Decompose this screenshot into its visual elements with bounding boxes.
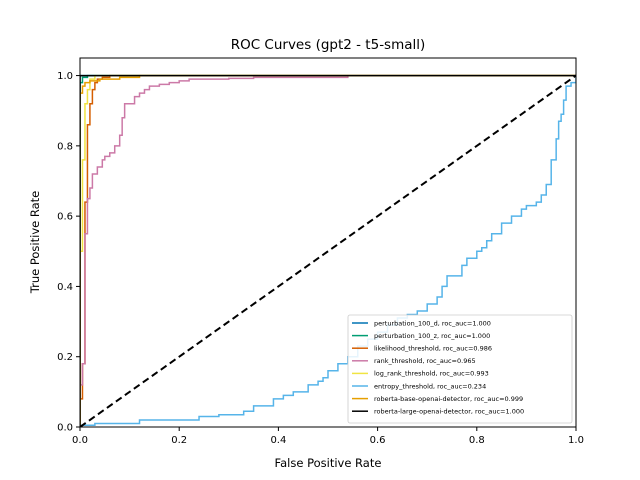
legend-box xyxy=(347,314,573,424)
series-line-6 xyxy=(80,74,576,427)
diagonal-reference-line xyxy=(80,74,576,427)
x-tick-label: 0.4 xyxy=(270,435,286,446)
legend-label: perturbation_100_d, roc_auc=1.000 xyxy=(374,319,491,327)
chart-title: ROC Curves (gpt2 - t5-small) xyxy=(231,37,426,53)
y-tick-label: 0.2 xyxy=(57,352,73,363)
x-tick-label: 1.0 xyxy=(568,435,584,446)
x-tick-label: 0.0 xyxy=(72,435,88,446)
x-tick-label: 0.6 xyxy=(370,435,386,446)
x-axis-label: False Positive Rate xyxy=(275,456,382,470)
y-tick-label: 0.6 xyxy=(57,212,73,223)
legend-label: roberta-base-openai-detector, roc_auc=0.… xyxy=(374,395,523,403)
legend-label: roberta-large-openai-detector, roc_auc=1… xyxy=(374,408,524,416)
legend: perturbation_100_d, roc_auc=1.000perturb… xyxy=(347,314,573,424)
x-tick-label: 0.2 xyxy=(171,435,187,446)
legend-label: likelihood_threshold, roc_auc=0.986 xyxy=(374,345,492,353)
plot-frame xyxy=(79,57,577,428)
series-line-7 xyxy=(80,74,576,427)
series-layer xyxy=(80,74,576,427)
legend-label: perturbation_100_z, roc_auc=1.000 xyxy=(374,332,490,340)
x-axis: 0.0 0.2 0.4 0.6 0.8 1.0 xyxy=(72,427,584,446)
legend-label: log_rank_threshold, roc_auc=0.993 xyxy=(374,370,489,378)
series-line-5 xyxy=(80,75,576,427)
series-line-3 xyxy=(80,74,576,427)
y-tick-label: 0.0 xyxy=(57,423,73,434)
series-line-4 xyxy=(80,74,576,427)
x-tick-label: 0.8 xyxy=(469,435,485,446)
legend-label: rank_threshold, roc_auc=0.965 xyxy=(374,357,476,365)
y-tick-label: 0.8 xyxy=(57,141,73,152)
plot-area xyxy=(79,57,577,428)
y-axis-label: True Positive Rate xyxy=(28,191,42,294)
y-tick-label: 1.0 xyxy=(57,71,73,82)
y-axis: 0.0 0.2 0.4 0.6 0.8 1.0 xyxy=(57,71,80,434)
y-tick-label: 0.4 xyxy=(57,282,73,293)
legend-label: entropy_threshold, roc_auc=0.234 xyxy=(374,382,486,390)
